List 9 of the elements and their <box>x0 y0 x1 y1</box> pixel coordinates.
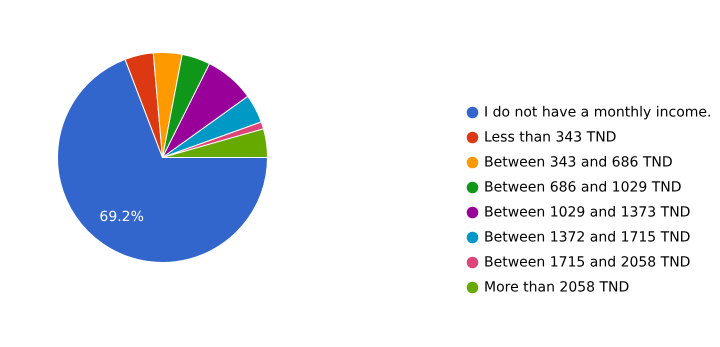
legend-label: Between 686 and 1029 TND <box>484 180 682 196</box>
legend-label: I do not have a monthly income. <box>484 104 712 120</box>
legend-label: Less than 343 TND <box>484 130 616 146</box>
legend-label: Between 1715 and 2058 TND <box>484 254 690 270</box>
legend-label: Between 343 and 686 TND <box>484 154 673 170</box>
legend-label: Between 1372 and 1715 TND <box>484 230 690 246</box>
data-label: 69.2% <box>99 208 144 225</box>
legend-label: Between 1029 and 1373 TND <box>484 204 690 220</box>
legend-label: More than 2058 TND <box>484 280 630 296</box>
